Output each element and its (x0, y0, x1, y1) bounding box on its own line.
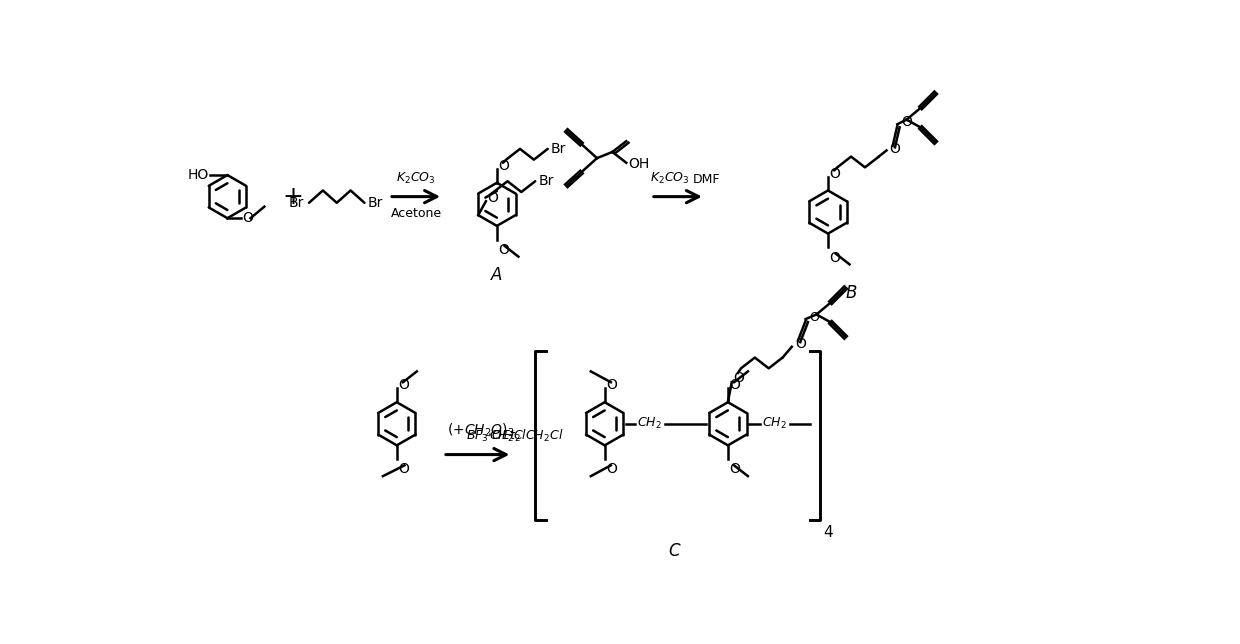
Text: +: + (283, 185, 304, 209)
Text: O: O (729, 462, 740, 477)
Text: Br: Br (367, 196, 383, 210)
Text: O: O (729, 378, 740, 392)
Text: OH: OH (627, 157, 649, 171)
Text: Br: Br (289, 196, 304, 210)
Text: $CH_2$: $CH_2$ (761, 416, 786, 431)
Text: B: B (846, 283, 857, 301)
Text: O: O (810, 311, 820, 324)
Text: $K_2CO_3$: $K_2CO_3$ (397, 171, 435, 186)
Text: O: O (830, 251, 841, 265)
Text: $BF_3{\cdot}OEt_2$: $BF_3{\cdot}OEt_2$ (466, 429, 521, 444)
Text: O: O (487, 191, 498, 205)
Text: $CH_2$: $CH_2$ (637, 416, 662, 431)
Text: O: O (398, 378, 409, 392)
Text: Br: Br (538, 175, 554, 188)
Text: $(+CH_2O)_3$: $(+CH_2O)_3$ (446, 421, 515, 439)
Text: O: O (733, 370, 744, 384)
Text: O: O (498, 243, 510, 257)
Text: Acetone: Acetone (391, 207, 441, 220)
Text: O: O (889, 142, 900, 156)
Text: HO: HO (187, 168, 208, 182)
Text: O: O (398, 462, 409, 477)
Text: O: O (606, 462, 618, 477)
Text: O: O (606, 378, 618, 392)
Text: A: A (491, 266, 502, 284)
Text: DMF: DMF (693, 173, 720, 186)
Text: Br: Br (551, 142, 567, 156)
Text: O: O (901, 115, 913, 129)
Text: O: O (242, 211, 253, 225)
Text: 4: 4 (823, 525, 833, 540)
Text: $CH_2ClCH_2Cl$: $CH_2ClCH_2Cl$ (490, 428, 564, 444)
Text: $K_2CO_3$: $K_2CO_3$ (650, 171, 689, 186)
Text: O: O (498, 159, 510, 173)
Text: O: O (795, 337, 806, 351)
Text: C: C (668, 542, 680, 560)
Text: O: O (830, 167, 841, 180)
